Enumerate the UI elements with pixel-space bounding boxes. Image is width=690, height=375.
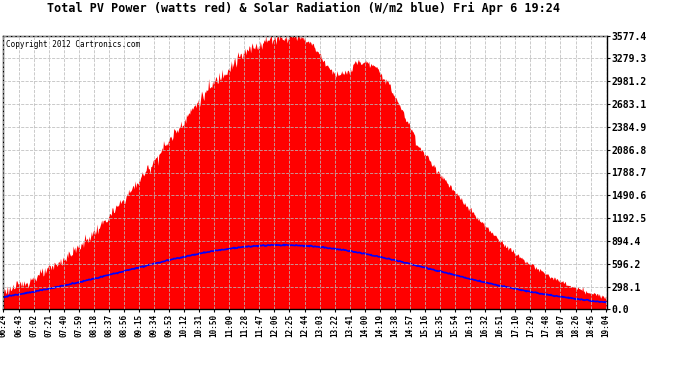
- Text: Copyright 2012 Cartronics.com: Copyright 2012 Cartronics.com: [6, 40, 141, 49]
- Text: Total PV Power (watts red) & Solar Radiation (W/m2 blue) Fri Apr 6 19:24: Total PV Power (watts red) & Solar Radia…: [47, 2, 560, 15]
